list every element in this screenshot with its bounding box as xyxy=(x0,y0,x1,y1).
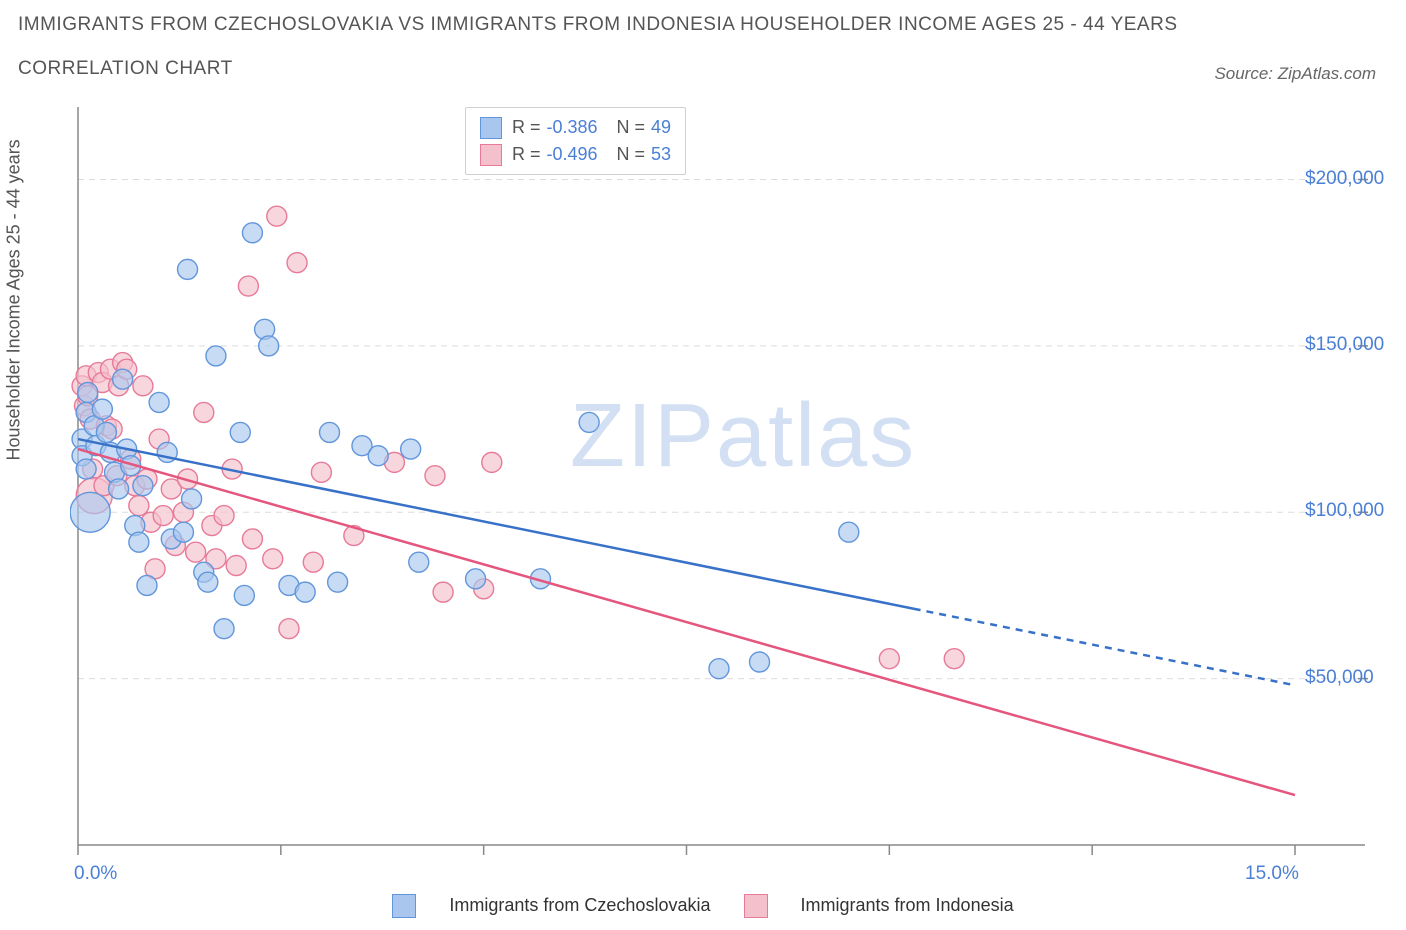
x-tick-label: 0.0% xyxy=(74,863,117,885)
bottom-swatch-pink xyxy=(744,894,768,918)
bottom-swatch-blue xyxy=(392,894,416,918)
r-value-1: -0.386 xyxy=(547,114,611,141)
legend-swatch-pink xyxy=(480,144,502,166)
chart-title-line2: CORRELATION CHART xyxy=(18,58,233,80)
bottom-legend-label-1: Immigrants from Czechoslovakia xyxy=(449,895,710,915)
r-label-2: R = xyxy=(512,141,541,168)
r-value-2: -0.496 xyxy=(547,141,611,168)
chart-svg xyxy=(70,105,1370,860)
n-value-2: 53 xyxy=(651,141,671,168)
n-label-2: N = xyxy=(617,141,646,168)
source-label: Source: ZipAtlas.com xyxy=(1214,64,1376,84)
bottom-legend-label-2: Immigrants from Indonesia xyxy=(801,895,1014,915)
chart-title-line1: IMMIGRANTS FROM CZECHOSLOVAKIA VS IMMIGR… xyxy=(18,14,1178,36)
correlation-legend: R = -0.386 N = 49 R = -0.496 N = 53 xyxy=(465,107,686,175)
legend-row-1: R = -0.386 N = 49 xyxy=(480,114,671,141)
bottom-legend: Immigrants from Czechoslovakia Immigrant… xyxy=(0,894,1406,918)
n-label-1: N = xyxy=(617,114,646,141)
chart-area: ZIPatlas R = -0.386 N = 49 R = -0.496 N … xyxy=(70,105,1370,860)
legend-row-2: R = -0.496 N = 53 xyxy=(480,141,671,168)
x-tick-label: 15.0% xyxy=(1245,863,1299,885)
r-label-1: R = xyxy=(512,114,541,141)
y-tick-label: $150,000 xyxy=(1305,334,1384,356)
y-tick-label: $100,000 xyxy=(1305,500,1384,522)
y-tick-label: $50,000 xyxy=(1305,667,1374,689)
y-axis-label: Householder Income Ages 25 - 44 years xyxy=(4,139,25,460)
legend-swatch-blue xyxy=(480,117,502,139)
y-tick-label: $200,000 xyxy=(1305,168,1384,190)
n-value-1: 49 xyxy=(651,114,671,141)
